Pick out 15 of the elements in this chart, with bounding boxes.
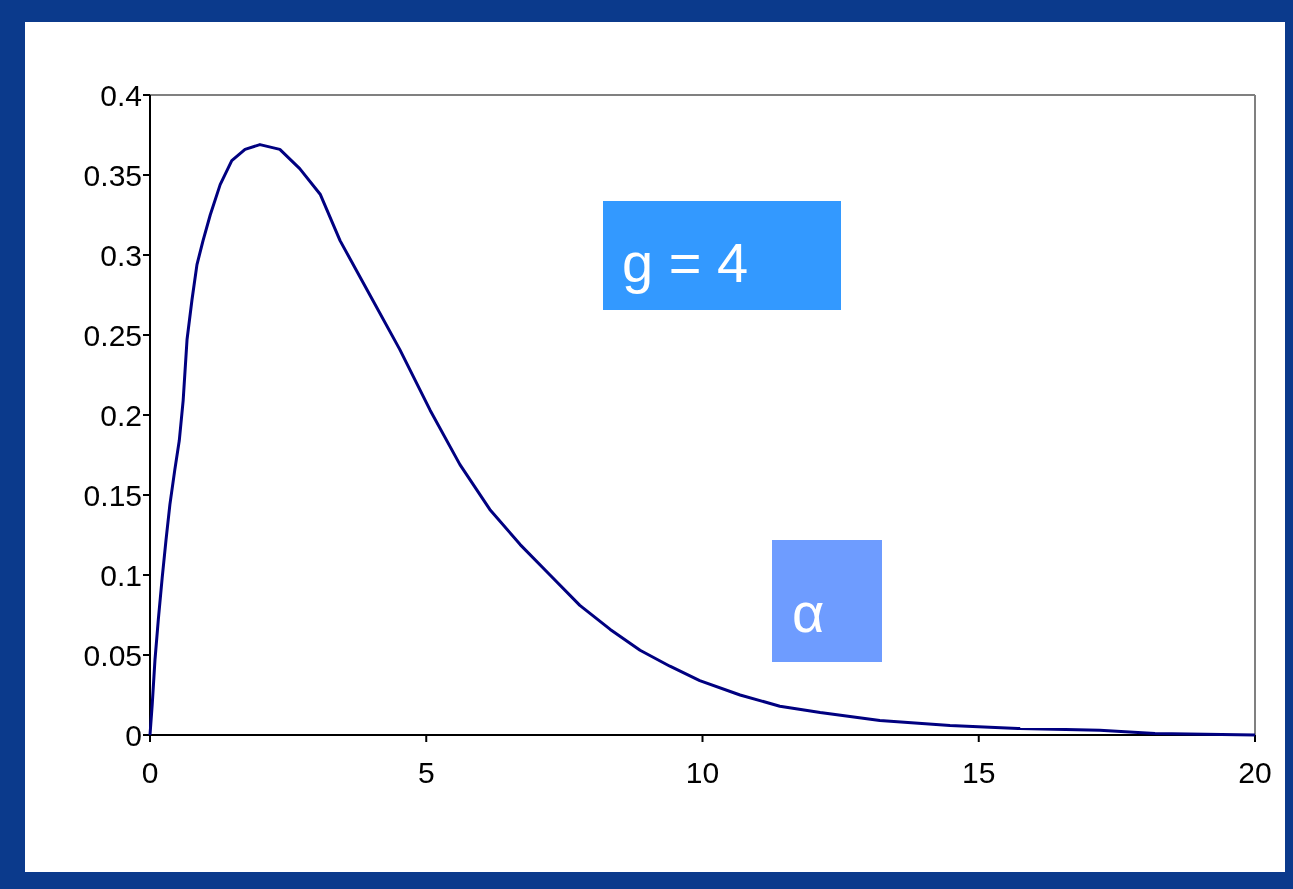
y-tick-label: 0.3: [100, 238, 142, 272]
annotation: α: [792, 581, 825, 644]
y-tick-label: 0.05: [83, 638, 142, 672]
y-tick-label: 0: [125, 718, 142, 752]
x-tick-label: 10: [685, 756, 720, 789]
y-tick-label: 0.25: [83, 318, 142, 352]
x-tick-label: 20: [1238, 756, 1272, 789]
y-tick-label: 0.2: [100, 398, 142, 432]
x-tick-label: 5: [417, 756, 435, 789]
y-tick-label: 0.1: [100, 558, 142, 592]
y-tick-label: 0.15: [83, 478, 142, 512]
y-tick-label: 0.4: [100, 78, 142, 112]
y-tick-label: 0.35: [83, 158, 142, 192]
x-tick-label: 15: [962, 756, 996, 789]
annotation: g = 4: [622, 231, 749, 294]
